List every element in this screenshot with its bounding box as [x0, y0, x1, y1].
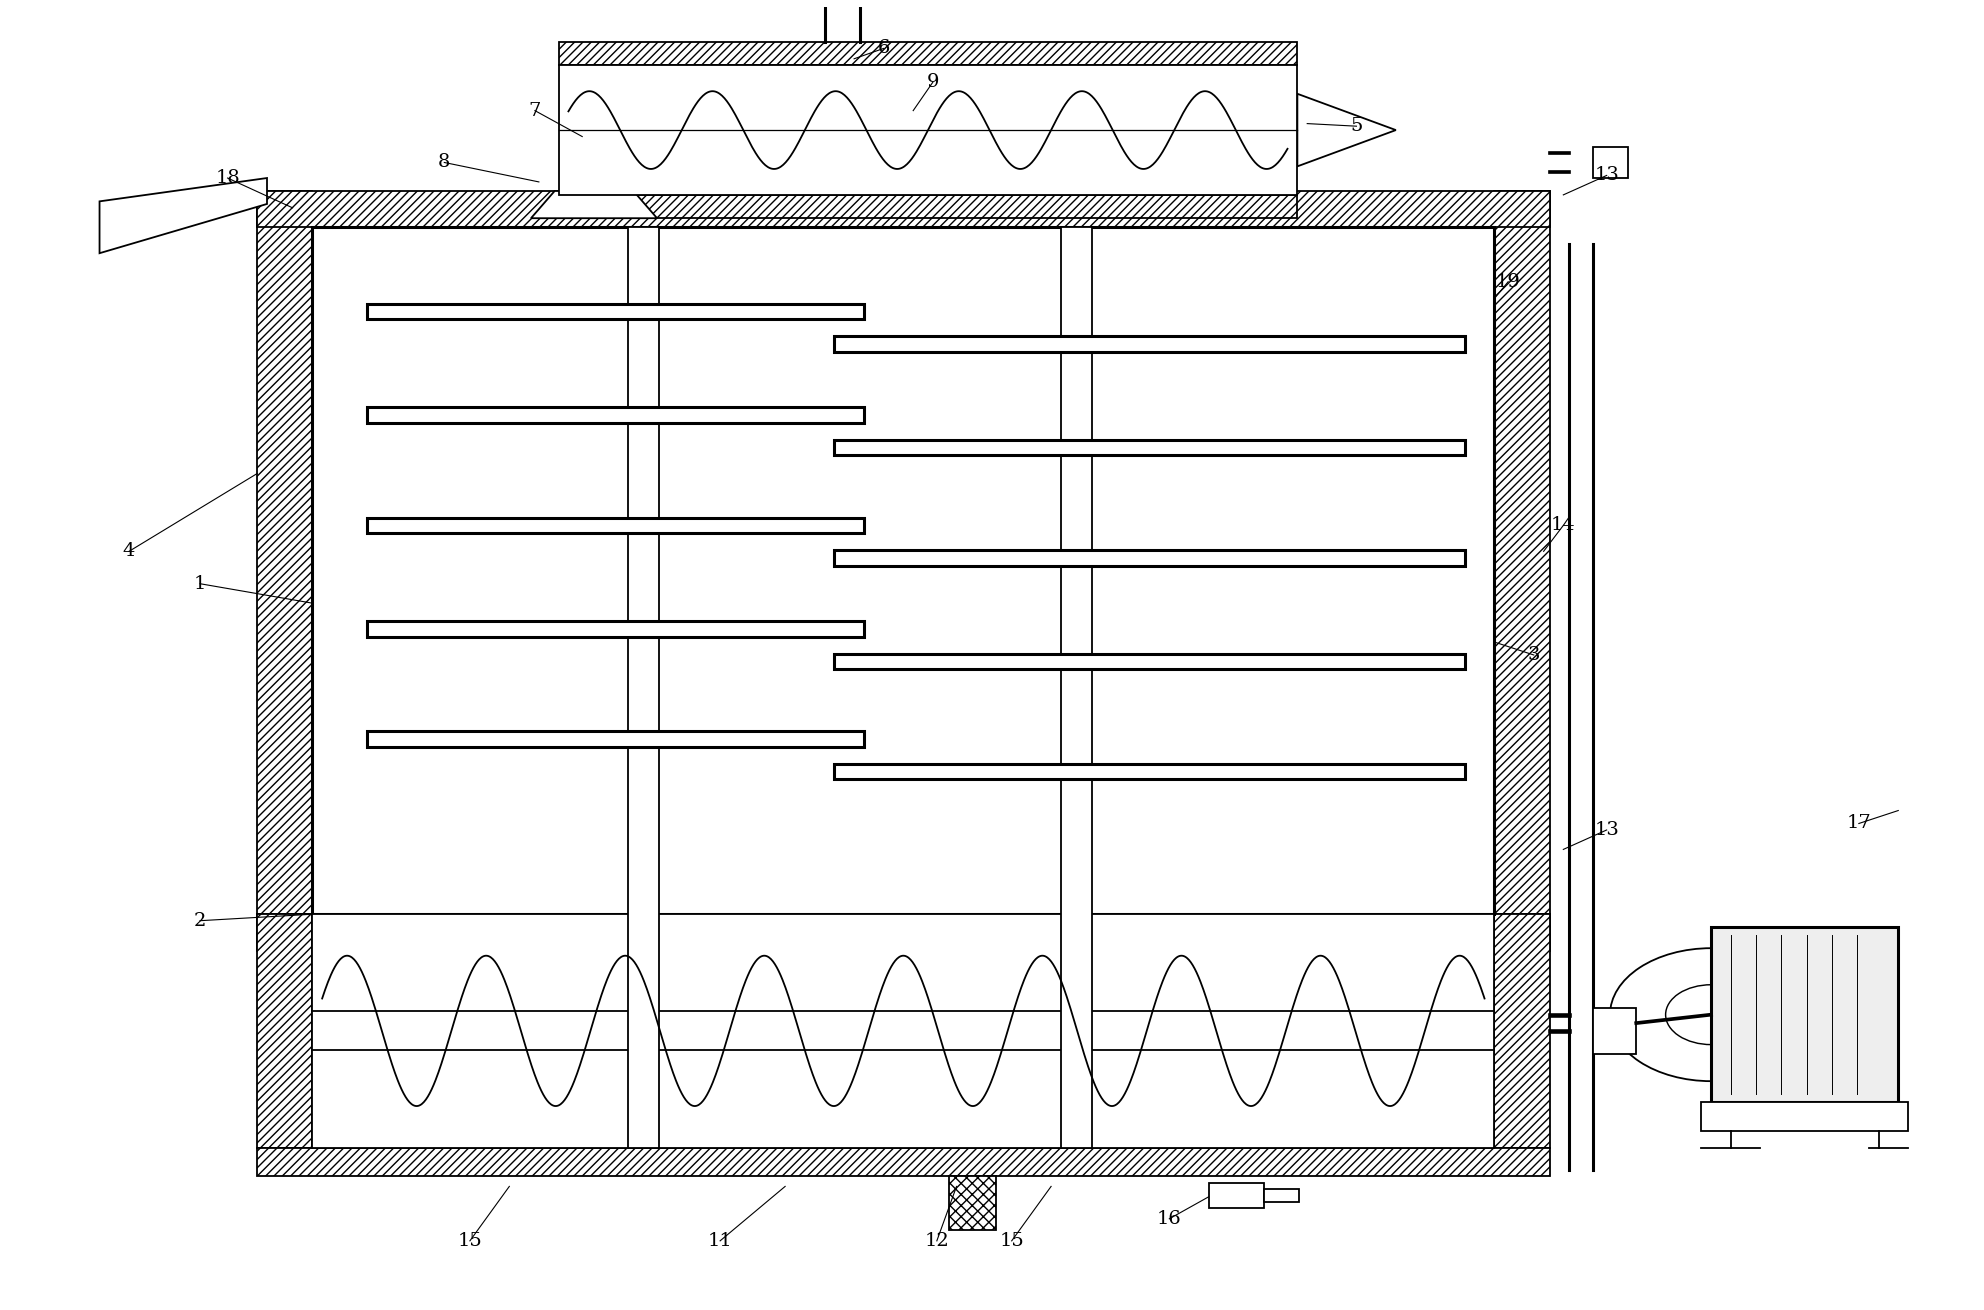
Bar — [367, 517, 863, 533]
Bar — [835, 654, 1464, 669]
Bar — [258, 191, 311, 914]
Bar — [627, 227, 659, 1148]
Text: 12: 12 — [925, 1231, 948, 1250]
Text: 3: 3 — [1528, 646, 1540, 664]
Text: 11: 11 — [708, 1231, 732, 1250]
Text: 15: 15 — [458, 1231, 482, 1250]
Text: 6: 6 — [877, 39, 891, 58]
Bar — [559, 42, 1298, 66]
Circle shape — [1611, 948, 1811, 1081]
Bar — [1593, 147, 1629, 178]
Text: 19: 19 — [1496, 272, 1520, 291]
Bar — [835, 337, 1464, 351]
Bar — [1494, 191, 1550, 914]
Bar — [311, 914, 1494, 1148]
Bar — [258, 914, 311, 1148]
Text: 14: 14 — [1551, 516, 1575, 534]
Circle shape — [1667, 985, 1756, 1044]
Text: 8: 8 — [438, 153, 450, 172]
Bar — [1700, 1102, 1909, 1131]
Bar — [258, 191, 1550, 227]
Text: 7: 7 — [530, 102, 542, 119]
Bar — [948, 1176, 996, 1230]
Polygon shape — [99, 178, 268, 253]
Bar — [258, 1148, 1550, 1176]
Polygon shape — [1456, 233, 1492, 272]
Polygon shape — [728, 233, 764, 272]
Bar — [367, 407, 863, 423]
Polygon shape — [512, 233, 548, 272]
Polygon shape — [954, 233, 990, 272]
Polygon shape — [609, 233, 645, 272]
Text: 4: 4 — [123, 542, 135, 561]
Bar — [1494, 914, 1550, 1148]
Bar — [311, 227, 1494, 914]
Polygon shape — [413, 233, 448, 272]
Bar — [559, 195, 1298, 219]
Bar — [1593, 1007, 1637, 1055]
Bar — [1061, 227, 1093, 1148]
Text: 13: 13 — [1595, 166, 1619, 185]
Polygon shape — [1171, 233, 1206, 272]
Bar — [559, 66, 1298, 195]
Bar — [835, 550, 1464, 566]
Polygon shape — [1063, 233, 1099, 272]
Polygon shape — [1298, 94, 1397, 166]
Bar — [835, 764, 1464, 779]
Bar — [1208, 1183, 1264, 1208]
Polygon shape — [1280, 233, 1315, 272]
Bar — [258, 914, 1550, 951]
Text: 17: 17 — [1847, 815, 1871, 832]
Polygon shape — [1389, 233, 1423, 272]
Text: 15: 15 — [1000, 1231, 1024, 1250]
Text: 2: 2 — [194, 912, 206, 930]
Bar — [367, 731, 863, 747]
Bar — [1710, 927, 1899, 1102]
Bar — [835, 440, 1464, 456]
Text: 1: 1 — [194, 575, 206, 592]
Text: 16: 16 — [1157, 1210, 1182, 1227]
Circle shape — [1597, 1011, 1633, 1035]
Text: 18: 18 — [214, 169, 240, 187]
Bar — [367, 621, 863, 637]
Polygon shape — [532, 191, 657, 219]
Polygon shape — [837, 233, 871, 272]
Bar — [367, 304, 863, 320]
Bar — [1264, 1189, 1300, 1203]
Text: 5: 5 — [1351, 117, 1363, 135]
Text: 13: 13 — [1595, 821, 1619, 838]
Text: 9: 9 — [927, 73, 938, 92]
